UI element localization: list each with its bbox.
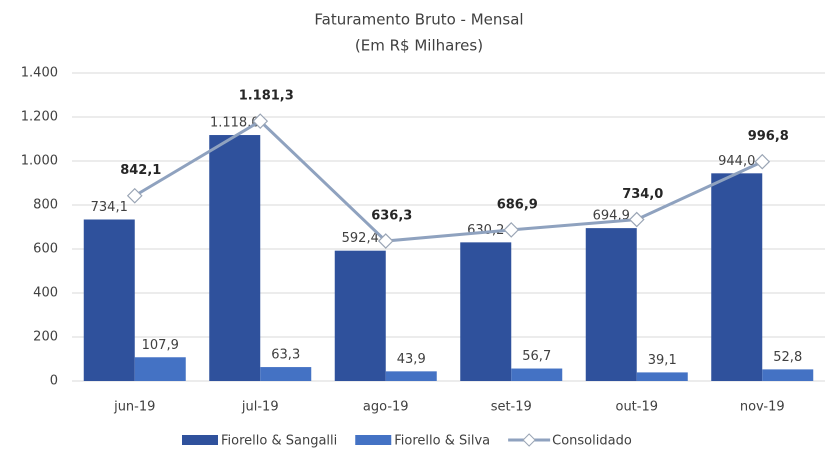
bar-value-label: 734,1 <box>91 200 128 215</box>
bar-value-label: 63,3 <box>271 348 300 363</box>
line-value-label: 636,3 <box>371 209 412 224</box>
line-marker <box>503 222 520 238</box>
line-value-label: 734,0 <box>622 187 663 202</box>
bar <box>460 242 512 381</box>
line-marker <box>126 187 143 204</box>
bar <box>636 372 688 381</box>
y-tick-label: 1.000 <box>21 154 58 169</box>
legend-swatch <box>355 435 392 445</box>
line-marker <box>628 211 645 228</box>
bar-value-label: 1.118,0 <box>210 116 260 131</box>
legend-label: Fiorello & Silva <box>394 434 490 449</box>
line-marker <box>252 113 269 129</box>
line-value-label: 686,9 <box>497 197 538 212</box>
bar-value-label: 56,7 <box>522 349 551 364</box>
x-tick-label: ago-19 <box>363 400 409 415</box>
y-tick-label: 600 <box>33 242 58 257</box>
x-tick-label: jun-19 <box>113 400 155 415</box>
bar <box>134 357 186 381</box>
y-tick-label: 400 <box>33 286 58 301</box>
bar-value-label: 592,4 <box>342 231 379 246</box>
line-marker <box>377 233 394 249</box>
chart-title: Faturamento Bruto - Mensal <box>314 11 523 29</box>
line-value-label: 1.181,3 <box>239 89 294 104</box>
line <box>133 119 763 243</box>
y-tick-label: 800 <box>33 198 58 213</box>
bar-value-label: 52,8 <box>773 350 802 365</box>
line-value-label: 842,1 <box>120 163 161 178</box>
bar <box>762 369 814 381</box>
bar <box>260 367 312 381</box>
line-value-label: 996,8 <box>748 129 789 144</box>
bar-value-label: 43,9 <box>397 352 426 367</box>
y-tick-label: 200 <box>33 330 58 345</box>
bar <box>511 368 563 381</box>
bar <box>585 228 637 381</box>
y-tick-label: 0 <box>50 374 58 389</box>
bar-value-label: 39,1 <box>648 353 677 368</box>
x-tick-label: set-19 <box>491 400 532 415</box>
legend-swatch <box>182 435 218 445</box>
chart-subtitle: (Em R$ Milhares) <box>355 37 483 55</box>
bar <box>209 135 261 381</box>
y-tick-label: 1.400 <box>21 66 58 81</box>
bar <box>83 219 135 381</box>
x-tick-label: nov-19 <box>740 400 785 415</box>
bar <box>334 250 386 381</box>
bar <box>385 371 437 381</box>
bar <box>711 173 763 381</box>
legend-label: Fiorello & Sangalli <box>221 434 337 449</box>
x-tick-label: jul-19 <box>241 400 279 415</box>
x-tick-label: out-19 <box>615 400 658 415</box>
line-marker <box>754 153 771 170</box>
y-tick-label: 1.200 <box>21 110 58 125</box>
legend-label: Consolidado <box>552 434 632 449</box>
bar-value-label: 107,9 <box>142 338 179 353</box>
legend-swatch <box>522 433 536 447</box>
bar-value-label: 944,0 <box>718 154 755 169</box>
